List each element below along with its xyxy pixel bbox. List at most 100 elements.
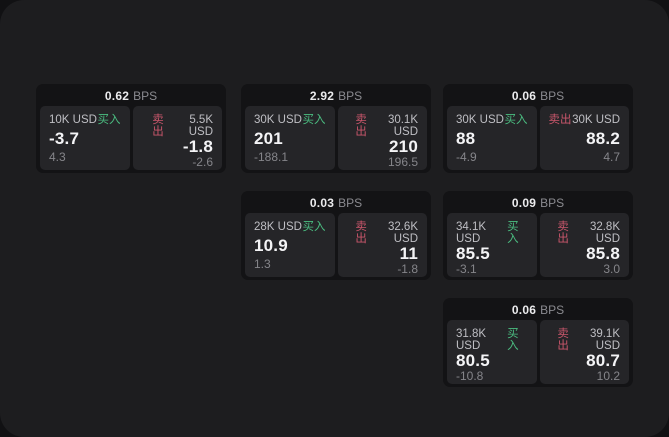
quote-card: 0.06 BPS 30K USD 买入 88 -4.9 卖出 30K USD 8… — [443, 84, 633, 173]
buy-panel-header: 31.8K USD 买入 — [456, 328, 528, 352]
buy-delta: -3.1 — [456, 262, 477, 276]
buy-delta: -4.9 — [456, 150, 477, 164]
sell-side-label: 卖出 — [557, 328, 569, 352]
bps-unit-label: BPS — [338, 89, 363, 103]
buy-side-label: 买入 — [507, 328, 519, 352]
sell-panel-header: 卖出 5.5K USD — [142, 114, 213, 138]
buy-panel-header: 28K USD 买入 — [254, 221, 326, 233]
sell-side-label: 卖出 — [557, 221, 569, 245]
buy-delta: 1.3 — [254, 257, 271, 271]
card-header: 0.06 BPS — [443, 84, 633, 106]
buy-panel[interactable]: 28K USD 买入 10.9 1.3 — [245, 213, 335, 277]
buy-delta: 4.3 — [49, 150, 66, 164]
sell-panel-header: 卖出 30K USD — [549, 114, 621, 126]
sell-side-label: 卖出 — [355, 221, 367, 245]
sell-delta: 196.5 — [387, 155, 418, 169]
sell-panel-header: 卖出 39.1K USD — [549, 328, 620, 352]
bps-unit-label: BPS — [540, 89, 565, 103]
sell-price: 85.8 — [586, 244, 620, 263]
bps-unit-label: BPS — [540, 196, 565, 210]
sell-side-label: 卖出 — [548, 114, 572, 126]
spread-value: 0.09 — [511, 196, 537, 210]
card-header: 0.06 BPS — [443, 298, 633, 320]
spread-value: 0.06 — [511, 89, 537, 103]
buy-price: 85.5 — [456, 244, 490, 263]
buy-panel[interactable]: 10K USD 买入 -3.7 4.3 — [40, 106, 130, 170]
buy-panel[interactable]: 34.1K USD 买入 85.5 -3.1 — [447, 213, 537, 277]
sell-delta: 3.0 — [603, 262, 620, 276]
buy-panel-header: 30K USD 买入 — [254, 114, 326, 126]
card-header: 0.03 BPS — [241, 191, 431, 213]
sell-amount: 5.5K USD — [188, 114, 213, 138]
quote-panels: 30K USD 买入 88 -4.9 卖出 30K USD 88.2 4.7 — [443, 106, 633, 170]
card-header: 0.09 BPS — [443, 191, 633, 213]
buy-amount: 34.1K USD — [456, 221, 487, 245]
buy-amount: 10K USD — [49, 114, 97, 126]
buy-amount: 30K USD — [254, 114, 302, 126]
quote-panels: 31.8K USD 买入 80.5 -10.8 卖出 39.1K USD 80.… — [443, 320, 633, 384]
sell-panel[interactable]: 卖出 30.1K USD 210 196.5 — [337, 106, 427, 170]
buy-price: 10.9 — [254, 235, 288, 255]
sell-side-label: 卖出 — [355, 114, 367, 138]
sell-panel-header: 卖出 30.1K USD — [347, 114, 418, 138]
bps-unit-label: BPS — [338, 196, 363, 210]
sell-amount: 32.6K USD — [387, 221, 418, 245]
sell-price: 80.7 — [586, 351, 620, 370]
sell-panel[interactable]: 卖出 5.5K USD -1.8 -2.6 — [132, 106, 222, 170]
buy-price: 201 — [254, 128, 283, 148]
quote-panels: 10K USD 买入 -3.7 4.3 卖出 5.5K USD -1.8 -2.… — [36, 106, 226, 170]
quote-panels: 34.1K USD 买入 85.5 -3.1 卖出 32.8K USD 85.8… — [443, 213, 633, 277]
sell-delta: -2.6 — [192, 155, 213, 169]
spread-value: 0.62 — [104, 89, 130, 103]
sell-amount: 30K USD — [572, 114, 620, 126]
buy-panel[interactable]: 31.8K USD 买入 80.5 -10.8 — [447, 320, 537, 384]
quote-panels: 30K USD 买入 201 -188.1 卖出 30.1K USD 210 1… — [241, 106, 431, 170]
buy-amount: 30K USD — [456, 114, 504, 126]
buy-amount: 31.8K USD — [456, 328, 487, 352]
bps-unit-label: BPS — [540, 303, 565, 317]
buy-price: -3.7 — [49, 128, 80, 148]
buy-side-label: 买入 — [302, 114, 326, 126]
buy-price: 80.5 — [456, 351, 490, 370]
buy-panel-header: 34.1K USD 买入 — [456, 221, 528, 245]
sell-side-label: 卖出 — [152, 114, 164, 138]
sell-delta: -1.8 — [397, 262, 418, 276]
buy-side-label: 买入 — [302, 221, 326, 233]
sell-panel[interactable]: 卖出 39.1K USD 80.7 10.2 — [539, 320, 629, 384]
sell-delta: 10.2 — [596, 369, 620, 383]
quote-card: 2.92 BPS 30K USD 买入 201 -188.1 卖出 30.1K … — [241, 84, 431, 173]
quote-card: 0.09 BPS 34.1K USD 买入 85.5 -3.1 卖出 32.8K… — [443, 191, 633, 280]
sell-price: 210 — [389, 137, 418, 156]
buy-side-label: 买入 — [504, 114, 528, 126]
quote-card: 0.62 BPS 10K USD 买入 -3.7 4.3 卖出 5.5K USD… — [36, 84, 226, 173]
buy-panel[interactable]: 30K USD 买入 88 -4.9 — [447, 106, 537, 170]
bps-unit-label: BPS — [133, 89, 158, 103]
sell-panel-header: 卖出 32.6K USD — [347, 221, 418, 245]
quote-card: 0.06 BPS 31.8K USD 买入 80.5 -10.8 卖出 39.1… — [443, 298, 633, 387]
spread-value: 2.92 — [309, 89, 335, 103]
buy-side-label: 买入 — [97, 114, 121, 126]
card-header: 2.92 BPS — [241, 84, 431, 106]
sell-price: 88.2 — [586, 128, 620, 148]
sell-panel[interactable]: 卖出 32.8K USD 85.8 3.0 — [539, 213, 629, 277]
sell-price: 11 — [399, 244, 418, 263]
card-header: 0.62 BPS — [36, 84, 226, 106]
buy-panel[interactable]: 30K USD 买入 201 -188.1 — [245, 106, 335, 170]
quote-card: 0.03 BPS 28K USD 买入 10.9 1.3 卖出 32.6K US… — [241, 191, 431, 280]
sell-panel[interactable]: 卖出 30K USD 88.2 4.7 — [539, 106, 629, 170]
buy-amount: 28K USD — [254, 221, 302, 233]
buy-panel-header: 10K USD 买入 — [49, 114, 121, 126]
quote-panels: 28K USD 买入 10.9 1.3 卖出 32.6K USD 11 -1.8 — [241, 213, 431, 277]
sell-amount: 39.1K USD — [589, 328, 620, 352]
buy-price: 88 — [456, 128, 476, 148]
buy-panel-header: 30K USD 买入 — [456, 114, 528, 126]
buy-side-label: 买入 — [507, 221, 519, 245]
sell-delta: 4.7 — [603, 150, 620, 164]
sell-price: -1.8 — [182, 137, 213, 156]
buy-delta: -188.1 — [254, 150, 289, 164]
buy-delta: -10.8 — [456, 369, 484, 383]
spread-value: 0.06 — [511, 303, 537, 317]
sell-amount: 32.8K USD — [589, 221, 620, 245]
sell-panel[interactable]: 卖出 32.6K USD 11 -1.8 — [337, 213, 427, 277]
